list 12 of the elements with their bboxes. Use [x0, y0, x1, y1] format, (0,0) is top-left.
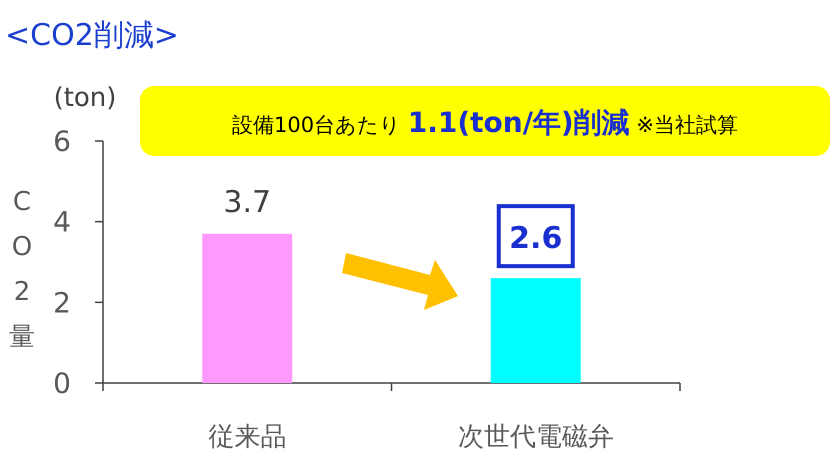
data-label: 3.7: [223, 184, 272, 220]
y-tick-label: 2: [53, 286, 71, 320]
y-axis-title: CO2量: [9, 187, 35, 352]
y-tick-label: 6: [53, 125, 71, 158]
data-label: 2.6: [509, 221, 562, 256]
y-tick-label: 0: [53, 367, 71, 400]
text: (ton): [54, 83, 116, 113]
chart-title: <CO2削減>: [5, 18, 179, 53]
x-tick-label: 従来品: [208, 422, 286, 452]
x-tick-label: 次世代電磁弁: [458, 422, 614, 452]
y-tick-label: 4: [53, 206, 71, 239]
text: 設備100台あたり 1.1(ton/年)削減 ※当社試算: [232, 106, 738, 139]
